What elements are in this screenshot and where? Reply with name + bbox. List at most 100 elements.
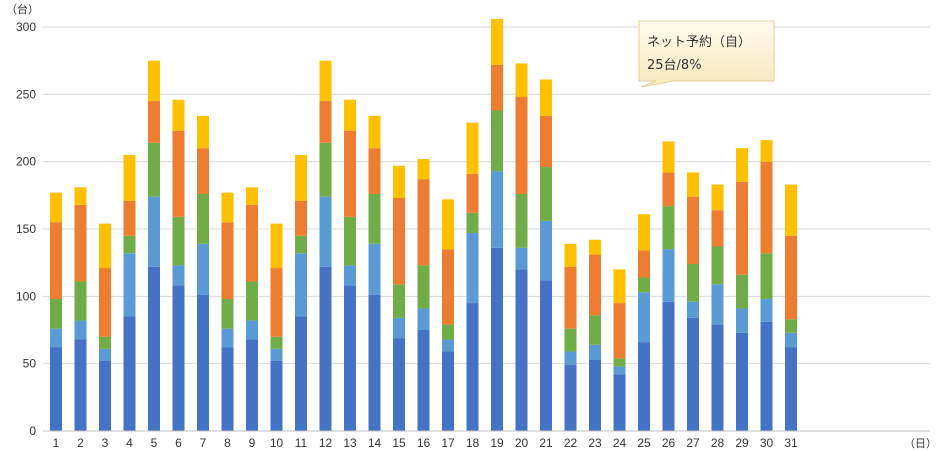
bar-segment bbox=[295, 316, 307, 431]
x-tick-label: 5 bbox=[151, 436, 158, 450]
x-tick-label: 11 bbox=[295, 436, 308, 450]
bar-segment bbox=[540, 115, 552, 168]
bar-segment bbox=[344, 99, 356, 131]
x-tick-label: 8 bbox=[224, 436, 231, 450]
bar-segment bbox=[221, 222, 234, 300]
bar-segment bbox=[491, 247, 503, 431]
bar-segment bbox=[540, 167, 552, 221]
bar-segment bbox=[662, 141, 675, 173]
x-tick-label: 25 bbox=[637, 436, 651, 450]
bar-segment bbox=[99, 268, 111, 337]
bar-segment bbox=[687, 301, 699, 318]
bar-segment bbox=[319, 101, 332, 143]
x-tick-label: 1 bbox=[53, 436, 60, 450]
bar-segment bbox=[564, 266, 577, 329]
bar-segment bbox=[736, 332, 748, 431]
x-axis: 1 2 3 4 5 6 7 8 9 10 11 12 13 14 15 16 17 18 19 20 21 22 23 24 2… bbox=[43, 430, 930, 450]
x-tick-label: 24 bbox=[613, 436, 627, 450]
bar-segment bbox=[344, 265, 356, 286]
bar-segment bbox=[270, 336, 283, 349]
bar-segment bbox=[74, 320, 87, 340]
bar-segment bbox=[687, 196, 699, 265]
bar-segment bbox=[711, 184, 724, 211]
y-tick-label: 150 bbox=[16, 222, 36, 236]
bar-segment bbox=[589, 359, 601, 431]
bar-segment bbox=[393, 165, 405, 199]
bar-segment bbox=[540, 79, 552, 116]
x-tick-label: 10 bbox=[270, 436, 284, 450]
bar-segment bbox=[736, 274, 748, 309]
bar-segment bbox=[123, 200, 136, 236]
bar-segment bbox=[148, 196, 160, 267]
bar-segment bbox=[442, 351, 454, 431]
bar-segment bbox=[50, 222, 62, 300]
y-axis: 0 50 100 150 200 250 300 bbox=[16, 20, 36, 438]
bar-segment bbox=[197, 115, 209, 149]
bar-segment bbox=[589, 344, 601, 360]
bar-segment bbox=[540, 280, 552, 431]
bar-segment bbox=[393, 338, 405, 431]
bar-segment bbox=[589, 239, 601, 255]
bar-segment bbox=[172, 130, 185, 217]
bar-segment bbox=[246, 204, 258, 282]
bar-segment bbox=[736, 148, 748, 182]
bar-segment bbox=[172, 285, 185, 431]
bar-segment bbox=[613, 358, 626, 367]
bar-segment bbox=[172, 99, 185, 131]
bar-segment bbox=[148, 101, 160, 143]
bar-segment bbox=[368, 243, 381, 295]
x-tick-label: 20 bbox=[515, 436, 529, 450]
bar-segment bbox=[638, 250, 650, 278]
bar-segment bbox=[760, 321, 773, 431]
bar-segment bbox=[50, 192, 62, 223]
y-tick-label: 250 bbox=[16, 87, 36, 101]
bar-segment bbox=[589, 315, 601, 345]
x-tick-label: 26 bbox=[662, 436, 676, 450]
bar-segment bbox=[368, 148, 381, 194]
bar-segment bbox=[564, 243, 577, 267]
bar-segment bbox=[785, 332, 797, 348]
bar-segment bbox=[123, 316, 136, 431]
bar-segment bbox=[687, 264, 699, 302]
bar-segment bbox=[172, 216, 185, 266]
bar-segment bbox=[785, 235, 797, 320]
bar-segment bbox=[99, 348, 111, 361]
bar-segment bbox=[466, 303, 479, 431]
bars bbox=[50, 18, 797, 431]
bar-segment bbox=[319, 142, 332, 197]
bar-segment bbox=[442, 199, 454, 250]
bar-segment bbox=[344, 130, 356, 217]
bar-segment bbox=[148, 266, 160, 431]
bar-segment bbox=[50, 299, 62, 329]
bar-segment bbox=[74, 187, 87, 205]
bar-segment bbox=[197, 294, 209, 431]
bar-segment bbox=[50, 347, 62, 431]
bar-segment bbox=[711, 284, 724, 325]
x-tick-label: 15 bbox=[392, 436, 406, 450]
bar-segment bbox=[368, 294, 381, 431]
bar-segment bbox=[99, 223, 111, 269]
bar-segment bbox=[638, 342, 650, 431]
bar-segment bbox=[515, 63, 528, 98]
bar-segment bbox=[221, 347, 234, 431]
bar-segment bbox=[687, 317, 699, 431]
bar-segment bbox=[736, 308, 748, 333]
bar-segment bbox=[319, 266, 332, 431]
bar-segment bbox=[515, 247, 528, 270]
bar-segment bbox=[246, 320, 258, 340]
bar-segment bbox=[613, 374, 626, 431]
bar-segment bbox=[466, 122, 479, 174]
bar-segment bbox=[197, 243, 209, 295]
bar-segment bbox=[197, 148, 209, 194]
x-tick-label: 29 bbox=[735, 436, 749, 450]
bar-segment bbox=[662, 249, 675, 302]
bar-segment bbox=[564, 365, 577, 431]
bar-segment bbox=[491, 110, 503, 172]
bar-segment bbox=[270, 360, 283, 431]
x-tick-label: 23 bbox=[588, 436, 602, 450]
bar-segment bbox=[393, 317, 405, 339]
bar-segment bbox=[711, 324, 724, 431]
x-tick-label: 12 bbox=[319, 436, 333, 450]
bar-segment bbox=[295, 235, 307, 254]
y-tick-label: 0 bbox=[29, 424, 36, 438]
